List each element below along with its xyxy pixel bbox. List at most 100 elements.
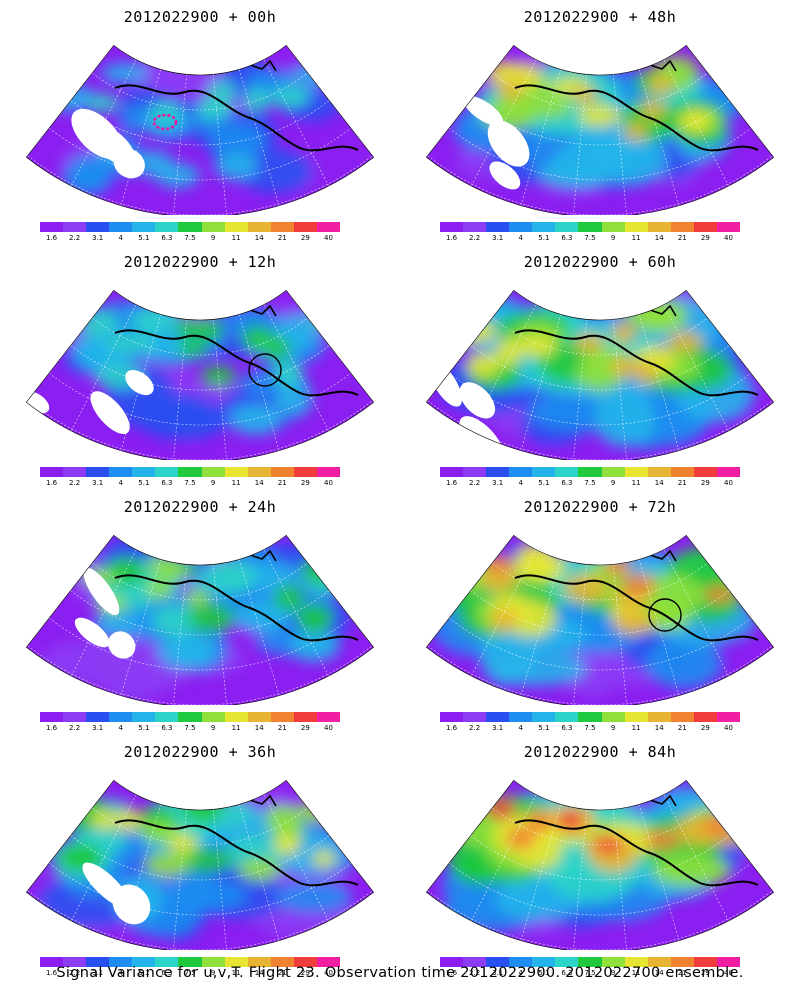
colorbar-label: 11	[631, 234, 641, 242]
colorbar-swatch	[509, 957, 533, 967]
colorbar-swatch	[63, 712, 87, 722]
colorbar-label: 11	[231, 234, 241, 242]
colorbar-labels: 1.6 2.2 3.1 4 5.1 6.3 7.5 9 11 14 21 29 40	[40, 969, 340, 979]
colorbar-swatch	[555, 222, 579, 232]
colorbar-label: 6.3	[561, 479, 573, 487]
colorbar-swatch	[155, 712, 179, 722]
colorbar-swatch	[40, 467, 64, 477]
colorbar-swatch	[693, 222, 717, 232]
colorbar-label: 2.2	[469, 969, 481, 977]
colorbar-label: 14	[254, 724, 264, 732]
colorbar-swatch	[440, 222, 464, 232]
colorbar-swatch	[716, 467, 741, 477]
colorbar-swatch	[532, 957, 556, 967]
colorbar-label: 6.3	[561, 724, 573, 732]
colorbar-swatch	[63, 957, 87, 967]
colorbar-label: 14	[654, 479, 664, 487]
map-panel-84h: 2012022900 + 84h 1.6 2.2 3.1 4 5.1 6.3 7.5 9 11 14…	[400, 735, 800, 980]
panel-title: 2012022900 + 84h	[523, 743, 677, 761]
colorbar-swatch	[316, 467, 341, 477]
colorbar-label: 6.3	[161, 969, 173, 977]
colorbar-swatch	[555, 712, 579, 722]
colorbar-label: 21	[277, 969, 287, 977]
variance-map	[425, 779, 775, 950]
colorbar-label: 40	[323, 724, 333, 732]
coastline	[114, 819, 359, 887]
colorbar	[40, 712, 341, 722]
colorbar-label: 2.2	[469, 724, 481, 732]
colorbar-swatch	[316, 712, 341, 722]
colorbar-label: 3.1	[492, 234, 504, 242]
colorbar-swatch	[647, 712, 671, 722]
colorbar-label: 29	[700, 479, 710, 487]
colorbar-swatch	[109, 957, 133, 967]
variance-map	[25, 534, 375, 705]
colorbar-label: 9	[610, 969, 616, 977]
colorbar-label: 2.2	[69, 234, 81, 242]
colorbar-label: 11	[231, 479, 241, 487]
colorbar-label: 5.1	[138, 969, 150, 977]
colorbar-label: 9	[210, 479, 216, 487]
colorbar-label: 11	[231, 724, 241, 732]
colorbar-label: 7.5	[184, 234, 196, 242]
map-panel-24h: 2012022900 + 24h 1.6 2.2 3.1 4 5.1 6.3 7.5 9 11 14…	[0, 490, 400, 735]
colorbar-swatch	[440, 467, 464, 477]
colorbar-label: 21	[677, 969, 687, 977]
colorbar-swatch	[247, 712, 271, 722]
variance-map	[425, 44, 775, 215]
colorbar-swatch	[440, 712, 464, 722]
colorbar-swatch	[132, 467, 156, 477]
colorbar-label: 4	[518, 234, 523, 242]
variance-map	[425, 534, 775, 705]
colorbar-swatch	[463, 467, 487, 477]
colorbar-swatch	[247, 222, 271, 232]
colorbar-label: 21	[277, 724, 287, 732]
colorbar-swatch	[201, 222, 225, 232]
colorbar-swatch	[716, 222, 741, 232]
colorbar-label: 6.3	[561, 969, 573, 977]
colorbar-label: 14	[654, 969, 664, 977]
colorbar-label: 11	[631, 724, 641, 732]
colorbar-label: 14	[254, 234, 264, 242]
colorbar-swatch	[155, 467, 179, 477]
colorbar-label: 1.6	[445, 479, 458, 487]
colorbar-swatch	[716, 957, 741, 967]
colorbar-label: 9	[210, 724, 216, 732]
coastline	[114, 84, 359, 152]
colorbar-swatch	[132, 222, 156, 232]
colorbar-label: 1.6	[45, 969, 58, 977]
colorbar-swatch	[601, 712, 625, 722]
colorbar-label: 6.3	[161, 234, 173, 242]
coastline	[114, 329, 359, 397]
colorbar-swatch	[486, 467, 510, 477]
colorbar	[40, 957, 341, 967]
colorbar-swatch	[578, 222, 602, 232]
coastline	[114, 574, 359, 642]
colorbar-label: 9	[210, 969, 216, 977]
colorbar-swatch	[178, 712, 202, 722]
colorbar-swatch	[670, 467, 694, 477]
colorbar-label: 11	[631, 969, 641, 977]
colorbar-label: 7.5	[584, 724, 596, 732]
colorbar-label: 40	[723, 234, 733, 242]
colorbar-label: 40	[323, 479, 333, 487]
colorbar-swatch	[463, 957, 487, 967]
colorbar-label: 1.6	[445, 234, 458, 242]
colorbar-swatch	[532, 222, 556, 232]
colorbar-label: 21	[277, 234, 287, 242]
colorbar-label: 3.1	[92, 724, 104, 732]
colorbar-swatch	[86, 957, 110, 967]
colorbar-swatch	[463, 712, 487, 722]
map-panel-60h: 2012022900 + 60h 1.6 2.2 3.1 4 5.1 6.3 7.5 9 11 14…	[400, 245, 800, 490]
colorbar-label: 29	[300, 479, 310, 487]
colorbar-label: 29	[700, 234, 710, 242]
colorbar-labels: 1.6 2.2 3.1 4 5.1 6.3 7.5 9 11 14 21 29 40	[440, 234, 740, 244]
colorbar-swatch	[316, 222, 341, 232]
colorbar-swatch	[532, 712, 556, 722]
colorbar-labels: 1.6 2.2 3.1 4 5.1 6.3 7.5 9 11 14 21 29 40	[440, 479, 740, 489]
colorbar-label: 4	[518, 969, 523, 977]
colorbar-label: 6.3	[561, 234, 573, 242]
colorbar-swatch	[509, 467, 533, 477]
colorbar-swatch	[293, 957, 317, 967]
